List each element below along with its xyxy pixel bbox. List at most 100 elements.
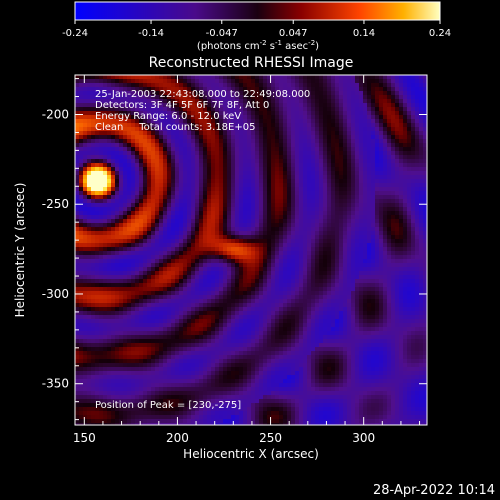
heatmap-cell [291, 75, 296, 80]
heatmap-cell [111, 79, 116, 84]
heatmap-cell [303, 159, 308, 164]
heatmap-cell [359, 223, 364, 228]
heatmap-cell [163, 111, 168, 116]
heatmap-cell [219, 151, 224, 156]
heatmap-cell [395, 99, 400, 104]
heatmap-cell [283, 139, 288, 144]
heatmap-cell [355, 107, 360, 112]
heatmap-cell [319, 251, 324, 256]
heatmap-cell [119, 291, 124, 296]
heatmap-cell [339, 79, 344, 84]
heatmap-cell [291, 147, 296, 152]
heatmap-cell [255, 135, 260, 140]
heatmap-cell [363, 239, 368, 244]
heatmap-cell [323, 263, 328, 268]
heatmap-cell [275, 111, 280, 116]
heatmap-cell [315, 183, 320, 188]
heatmap-cell [235, 251, 240, 256]
heatmap-cell [243, 95, 248, 100]
heatmap-cell [343, 231, 348, 236]
heatmap-cell [319, 83, 324, 88]
heatmap-cell [147, 115, 152, 120]
heatmap-cell [375, 207, 380, 212]
heatmap-cell [147, 275, 152, 280]
heatmap-cell [191, 195, 196, 200]
heatmap-cell [283, 259, 288, 264]
heatmap-cell [79, 247, 84, 252]
heatmap-cell [395, 123, 400, 128]
heatmap-cell [383, 107, 388, 112]
heatmap-cell [399, 283, 404, 288]
heatmap-cell [383, 95, 388, 100]
heatmap-cell [203, 91, 208, 96]
heatmap-cell [227, 243, 232, 248]
heatmap-cell [215, 203, 220, 208]
heatmap-cell [135, 263, 140, 268]
heatmap-cell [391, 147, 396, 152]
heatmap-cell [79, 231, 84, 236]
heatmap-cell [107, 291, 112, 296]
heatmap-cell [423, 171, 427, 176]
heatmap-cell [203, 163, 208, 168]
heatmap-cell [259, 203, 264, 208]
heatmap-cell [323, 103, 328, 108]
heatmap-cell [195, 211, 200, 216]
heatmap-cell [155, 283, 160, 288]
heatmap-cell [279, 247, 284, 252]
heatmap-cell [75, 139, 80, 144]
heatmap-cell [87, 227, 92, 232]
heatmap-cell [147, 87, 152, 92]
heatmap-cell [195, 83, 200, 88]
heatmap-cell [215, 139, 220, 144]
heatmap-cell [359, 171, 364, 176]
heatmap-cell [95, 283, 100, 288]
heatmap-cell [151, 167, 156, 172]
heatmap-cell [307, 103, 312, 108]
heatmap-cell [415, 167, 420, 172]
heatmap-cell [135, 115, 140, 120]
heatmap-cell [351, 103, 356, 108]
heatmap-cell [411, 155, 416, 160]
heatmap-cell [227, 207, 232, 212]
heatmap-cell [387, 87, 392, 92]
heatmap-cell [275, 131, 280, 136]
heatmap-cell [407, 83, 412, 88]
heatmap-cell [231, 167, 236, 172]
heatmap-cell [167, 111, 172, 116]
heatmap-cell [363, 291, 368, 296]
heatmap-cell [419, 99, 424, 104]
heatmap-cell [187, 203, 192, 208]
heatmap-cell [75, 195, 80, 200]
heatmap-cell [207, 299, 212, 304]
heatmap-cell [303, 95, 308, 100]
heatmap-cell [79, 139, 84, 144]
heatmap-cell [111, 187, 116, 192]
heatmap-cell [307, 255, 312, 260]
heatmap-cell [215, 179, 220, 184]
heatmap-cell [83, 123, 88, 128]
heatmap-cell [179, 207, 184, 212]
heatmap-cell [239, 127, 244, 132]
heatmap-cell [111, 239, 116, 244]
heatmap-cell [83, 91, 88, 96]
heatmap-cell [191, 99, 196, 104]
heatmap-cell [375, 227, 380, 232]
heatmap-cell [167, 275, 172, 280]
heatmap-cell [271, 163, 276, 168]
heatmap-cell [351, 219, 356, 224]
heatmap-cell [155, 295, 160, 300]
heatmap-cell [271, 175, 276, 180]
heatmap-cell [327, 227, 332, 232]
heatmap-cell [203, 271, 208, 276]
heatmap-cell [311, 187, 316, 192]
heatmap-cell [139, 95, 144, 100]
heatmap-cell [299, 111, 304, 116]
heatmap-cell [367, 231, 372, 236]
heatmap-cell [75, 123, 80, 128]
heatmap-cell [279, 183, 284, 188]
heatmap-cell [343, 211, 348, 216]
heatmap-cell [243, 159, 248, 164]
heatmap-cell [367, 183, 372, 188]
heatmap-cell [343, 287, 348, 292]
heatmap-cell [375, 215, 380, 220]
